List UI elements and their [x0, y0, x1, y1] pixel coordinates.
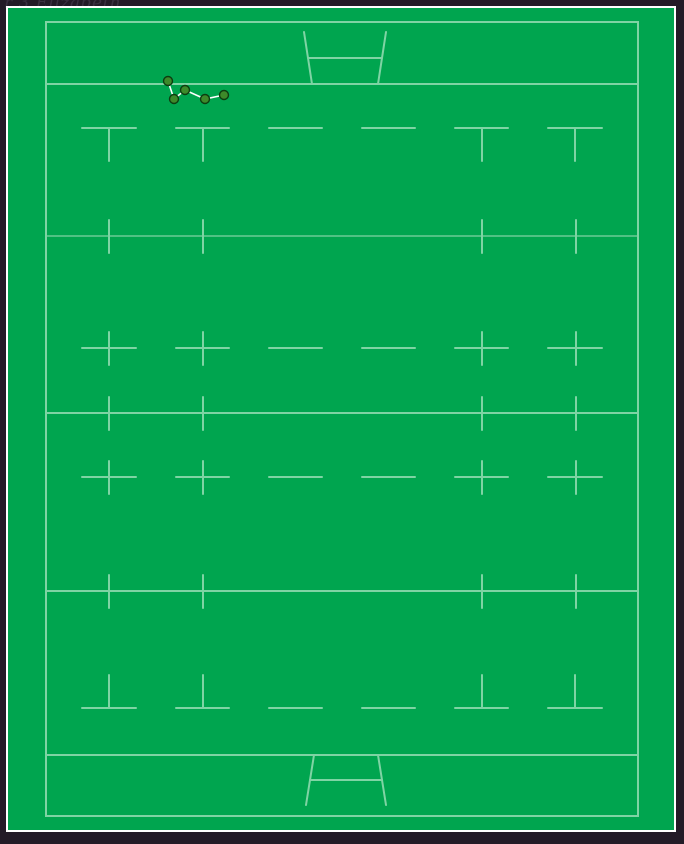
touchline-boundary: [45, 21, 639, 817]
bottom-5m-markings: [81, 674, 603, 709]
player-cluster[interactable]: [162, 75, 230, 105]
player-dot-icon[interactable]: [162, 75, 174, 87]
bottom-22m-ticks: [108, 574, 577, 609]
player-dot-icon[interactable]: [218, 89, 230, 101]
top-22m-ticks: [108, 219, 577, 254]
halfway-ticks: [108, 396, 577, 431]
pitch-markings: [45, 21, 639, 817]
player-dot-icon[interactable]: [199, 93, 211, 105]
rugby-pitch: [6, 6, 676, 832]
top-goal-posts: [303, 31, 387, 85]
player-dot-icon[interactable]: [179, 84, 191, 96]
top-10m-crosses: [81, 331, 603, 366]
bottom-10m-crosses: [81, 460, 603, 495]
player-dot-icon[interactable]: [168, 93, 180, 105]
top-5m-markings: [81, 127, 603, 162]
bottom-goal-posts: [305, 754, 387, 806]
